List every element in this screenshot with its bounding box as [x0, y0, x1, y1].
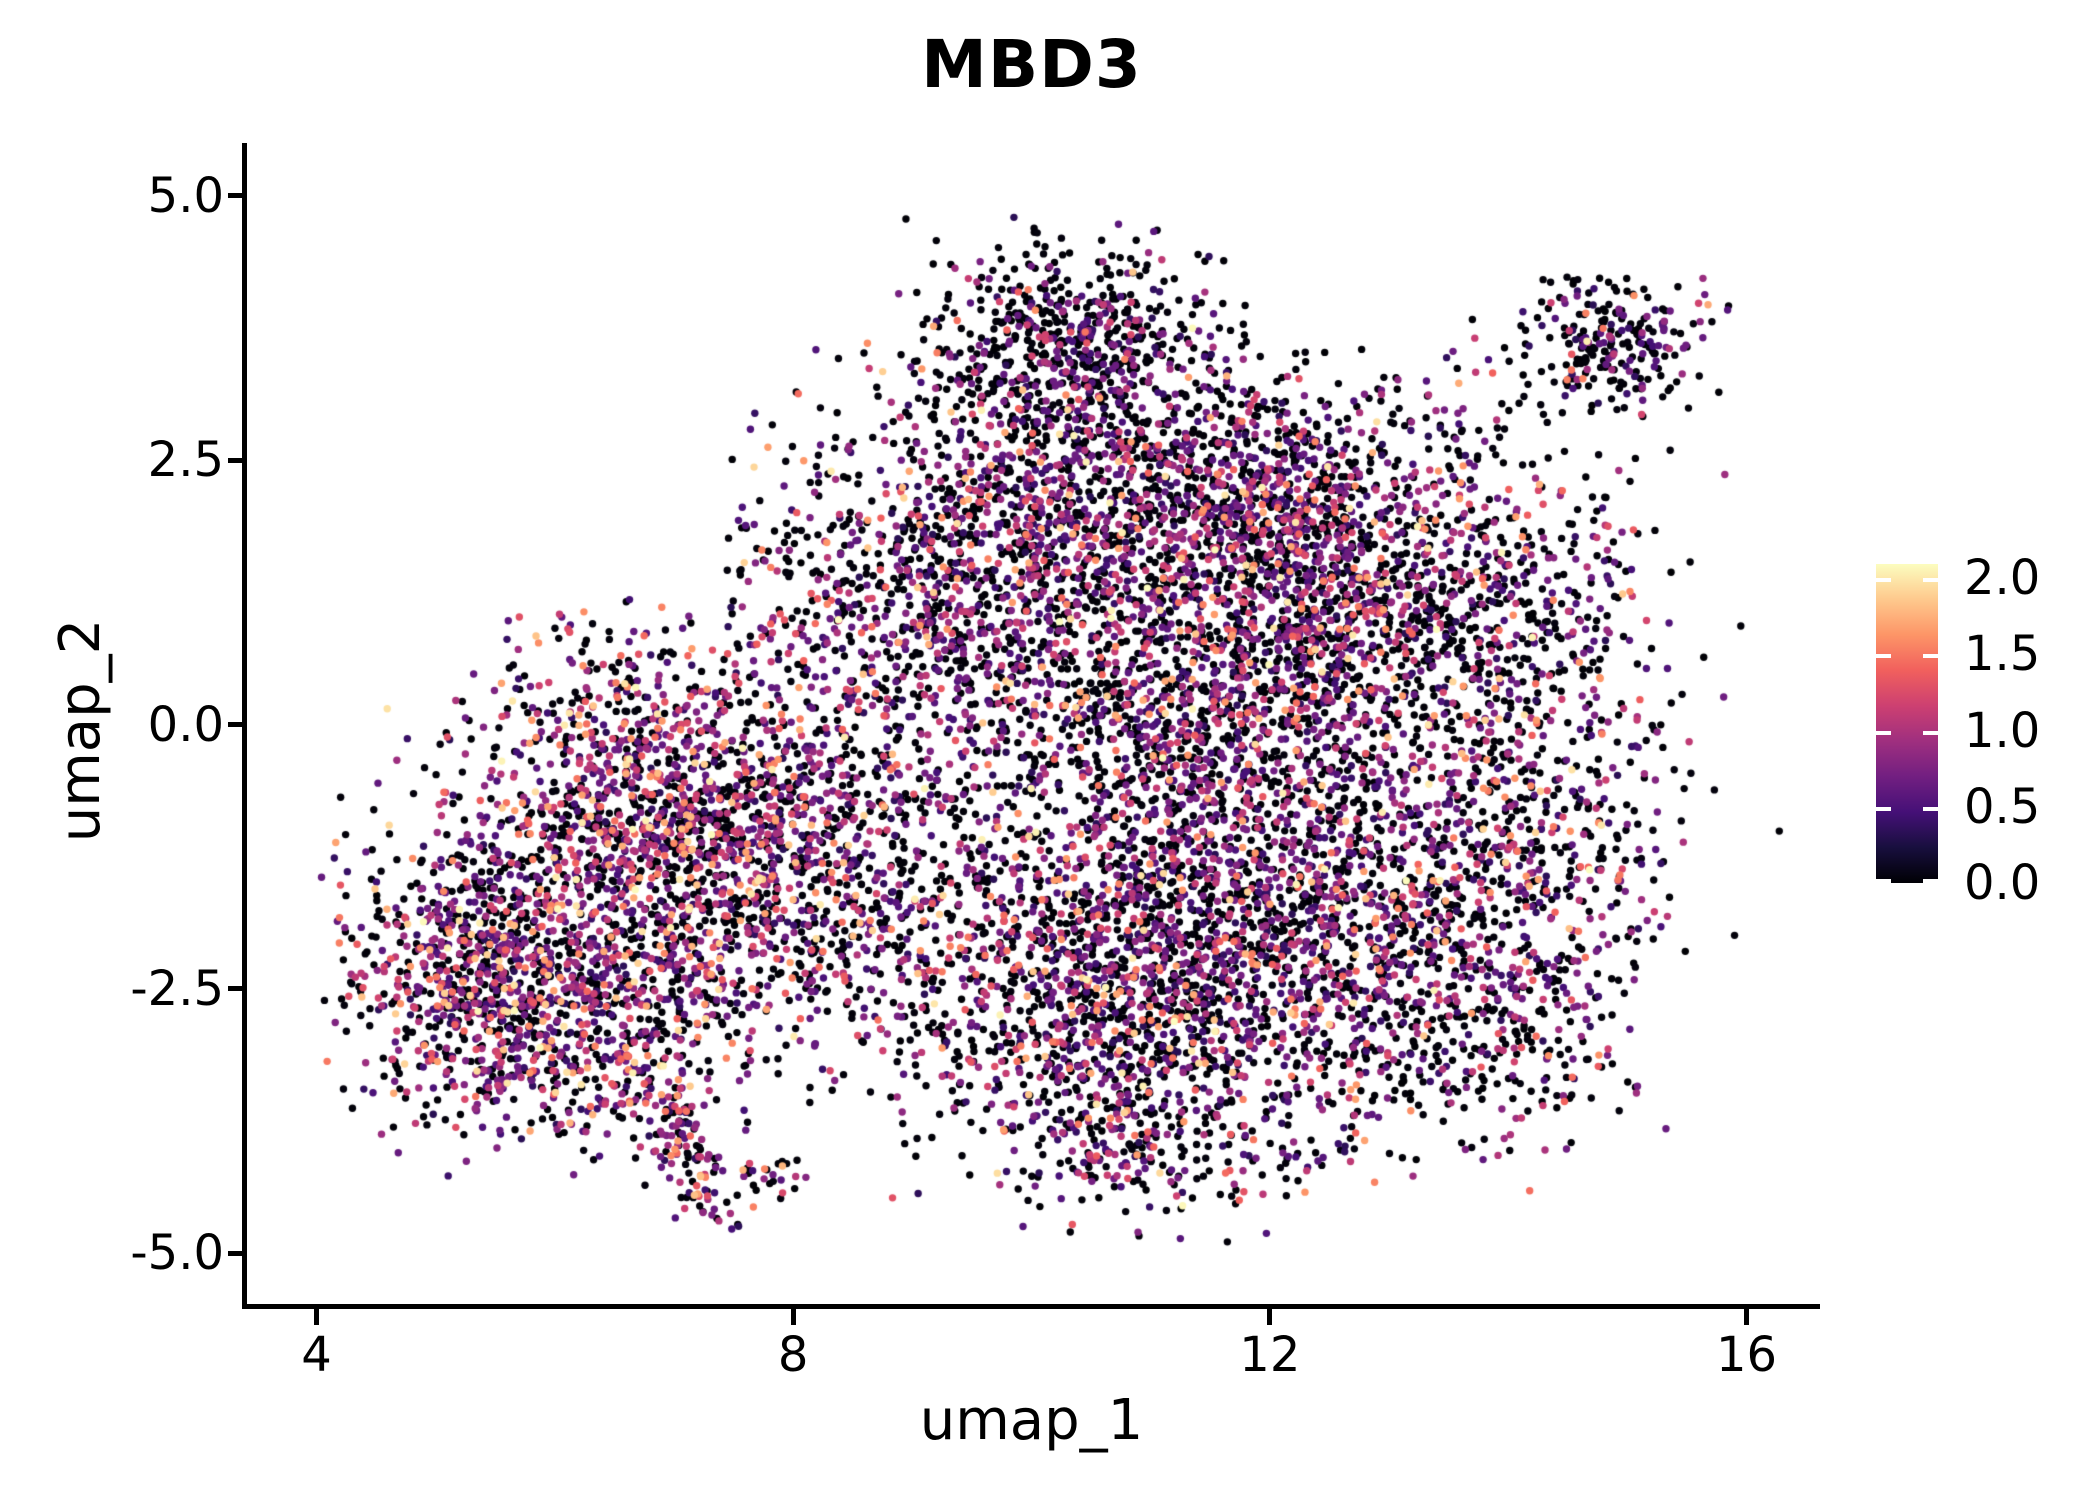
- x-tick-mark: [314, 1307, 319, 1325]
- colorbar-tick-label: 0.5: [1964, 778, 2041, 835]
- colorbar-tick-mark: [1876, 730, 1891, 735]
- colorbar-tick-mark: [1876, 578, 1891, 582]
- y-tick-label: 2.5: [147, 432, 224, 489]
- x-tick-label: 12: [1239, 1327, 1301, 1383]
- colorbar-tick-mark: [1876, 879, 1891, 883]
- colorbar-tick-label: 1.0: [1964, 702, 2041, 759]
- y-tick-label: -2.5: [130, 960, 224, 1017]
- y-tick-label: -5.0: [130, 1225, 224, 1282]
- colorbar-tick-mark: [1876, 806, 1891, 811]
- colorbar-tick-mark: [1923, 578, 1938, 582]
- colorbar-tick-mark: [1923, 806, 1938, 811]
- x-axis-label: umap_1: [919, 1388, 1144, 1453]
- colorbar-tick-label: 0.0: [1964, 855, 2041, 911]
- x-tick-label: 16: [1715, 1327, 1778, 1383]
- y-tick-mark: [228, 722, 245, 727]
- chart-title: MBD3: [921, 26, 1142, 103]
- colorbar-tick-label: 2.0: [1964, 550, 2041, 606]
- y-axis-label: umap_2: [48, 618, 113, 843]
- x-tick-label: 8: [777, 1327, 809, 1383]
- colorbar-tick-label: 1.5: [1964, 626, 2041, 683]
- colorbar-tick-mark: [1923, 879, 1938, 883]
- y-tick-mark: [228, 986, 245, 992]
- colorbar-tick-mark: [1923, 730, 1938, 735]
- y-tick-label: 5.0: [147, 167, 224, 224]
- x-tick-mark: [1267, 1307, 1273, 1325]
- y-tick-label: 0.0: [147, 696, 224, 753]
- colorbar-tick-mark: [1923, 654, 1938, 659]
- x-tick-label: 4: [301, 1327, 332, 1383]
- colorbar-tick-mark: [1876, 654, 1891, 659]
- y-tick-mark: [228, 457, 245, 463]
- x-tick-mark: [790, 1307, 796, 1325]
- x-axis-spine: [242, 1304, 1820, 1309]
- y-tick-mark: [228, 1250, 245, 1256]
- colorbar: [1876, 564, 1938, 883]
- y-tick-mark: [228, 193, 245, 199]
- colorbar-gradient: [1876, 564, 1938, 883]
- x-tick-mark: [1744, 1307, 1749, 1325]
